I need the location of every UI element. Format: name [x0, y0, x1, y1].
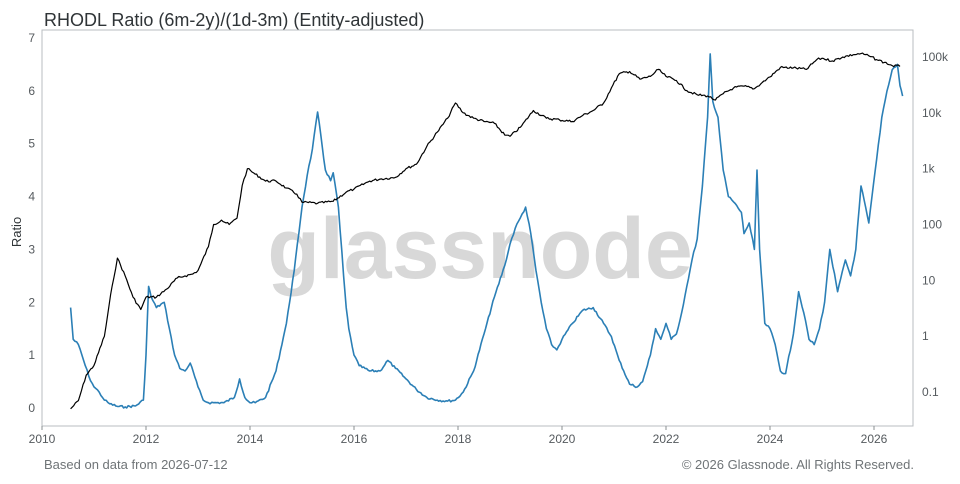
y-right-tick-label: 10 — [922, 273, 936, 287]
x-tick-label: 2014 — [237, 432, 264, 446]
y-left-tick-label: 6 — [28, 84, 35, 98]
x-tick-label: 2016 — [341, 432, 368, 446]
x-tick-label: 2020 — [549, 432, 576, 446]
y-left-tick-label: 5 — [28, 137, 35, 151]
y-right-tick-label: 100 — [922, 218, 942, 232]
y-right-tick-label: 10k — [922, 106, 942, 120]
x-tick-label: 2022 — [653, 432, 680, 446]
x-tick-label: 2026 — [861, 432, 888, 446]
watermark-text: glassnode — [267, 201, 692, 297]
y-left-tick-label: 2 — [28, 295, 35, 309]
y-left-tick-label: 7 — [28, 31, 35, 45]
copyright-note: © 2026 Glassnode. All Rights Reserved. — [681, 457, 914, 472]
plot-border — [41, 29, 914, 427]
y-left-tick-label: 0 — [28, 401, 35, 415]
y-right-tick-label: 0.1 — [922, 385, 939, 399]
y-right-tick-label: 1k — [922, 162, 936, 176]
y-left-tick-label: 4 — [28, 190, 35, 204]
chart-title: RHODL Ratio (6m-2y)/(1d-3m) (Entity-adju… — [44, 10, 425, 30]
x-tick-label: 2010 — [29, 432, 56, 446]
x-tick-label: 2024 — [757, 432, 784, 446]
x-tick-label: 2018 — [445, 432, 472, 446]
price-line — [70, 52, 901, 410]
y-right-tick-label: 100k — [922, 50, 949, 64]
y-right-tick-label: 1 — [922, 329, 929, 343]
data-date-note: Based on data from 2026-07-12 — [44, 457, 228, 472]
x-tick-label: 2012 — [133, 432, 160, 446]
y-axis-label: Ratio — [9, 217, 24, 247]
y-left-tick-label: 1 — [28, 348, 35, 362]
ratio-line — [69, 53, 904, 409]
y-left-tick-label: 3 — [28, 242, 35, 256]
